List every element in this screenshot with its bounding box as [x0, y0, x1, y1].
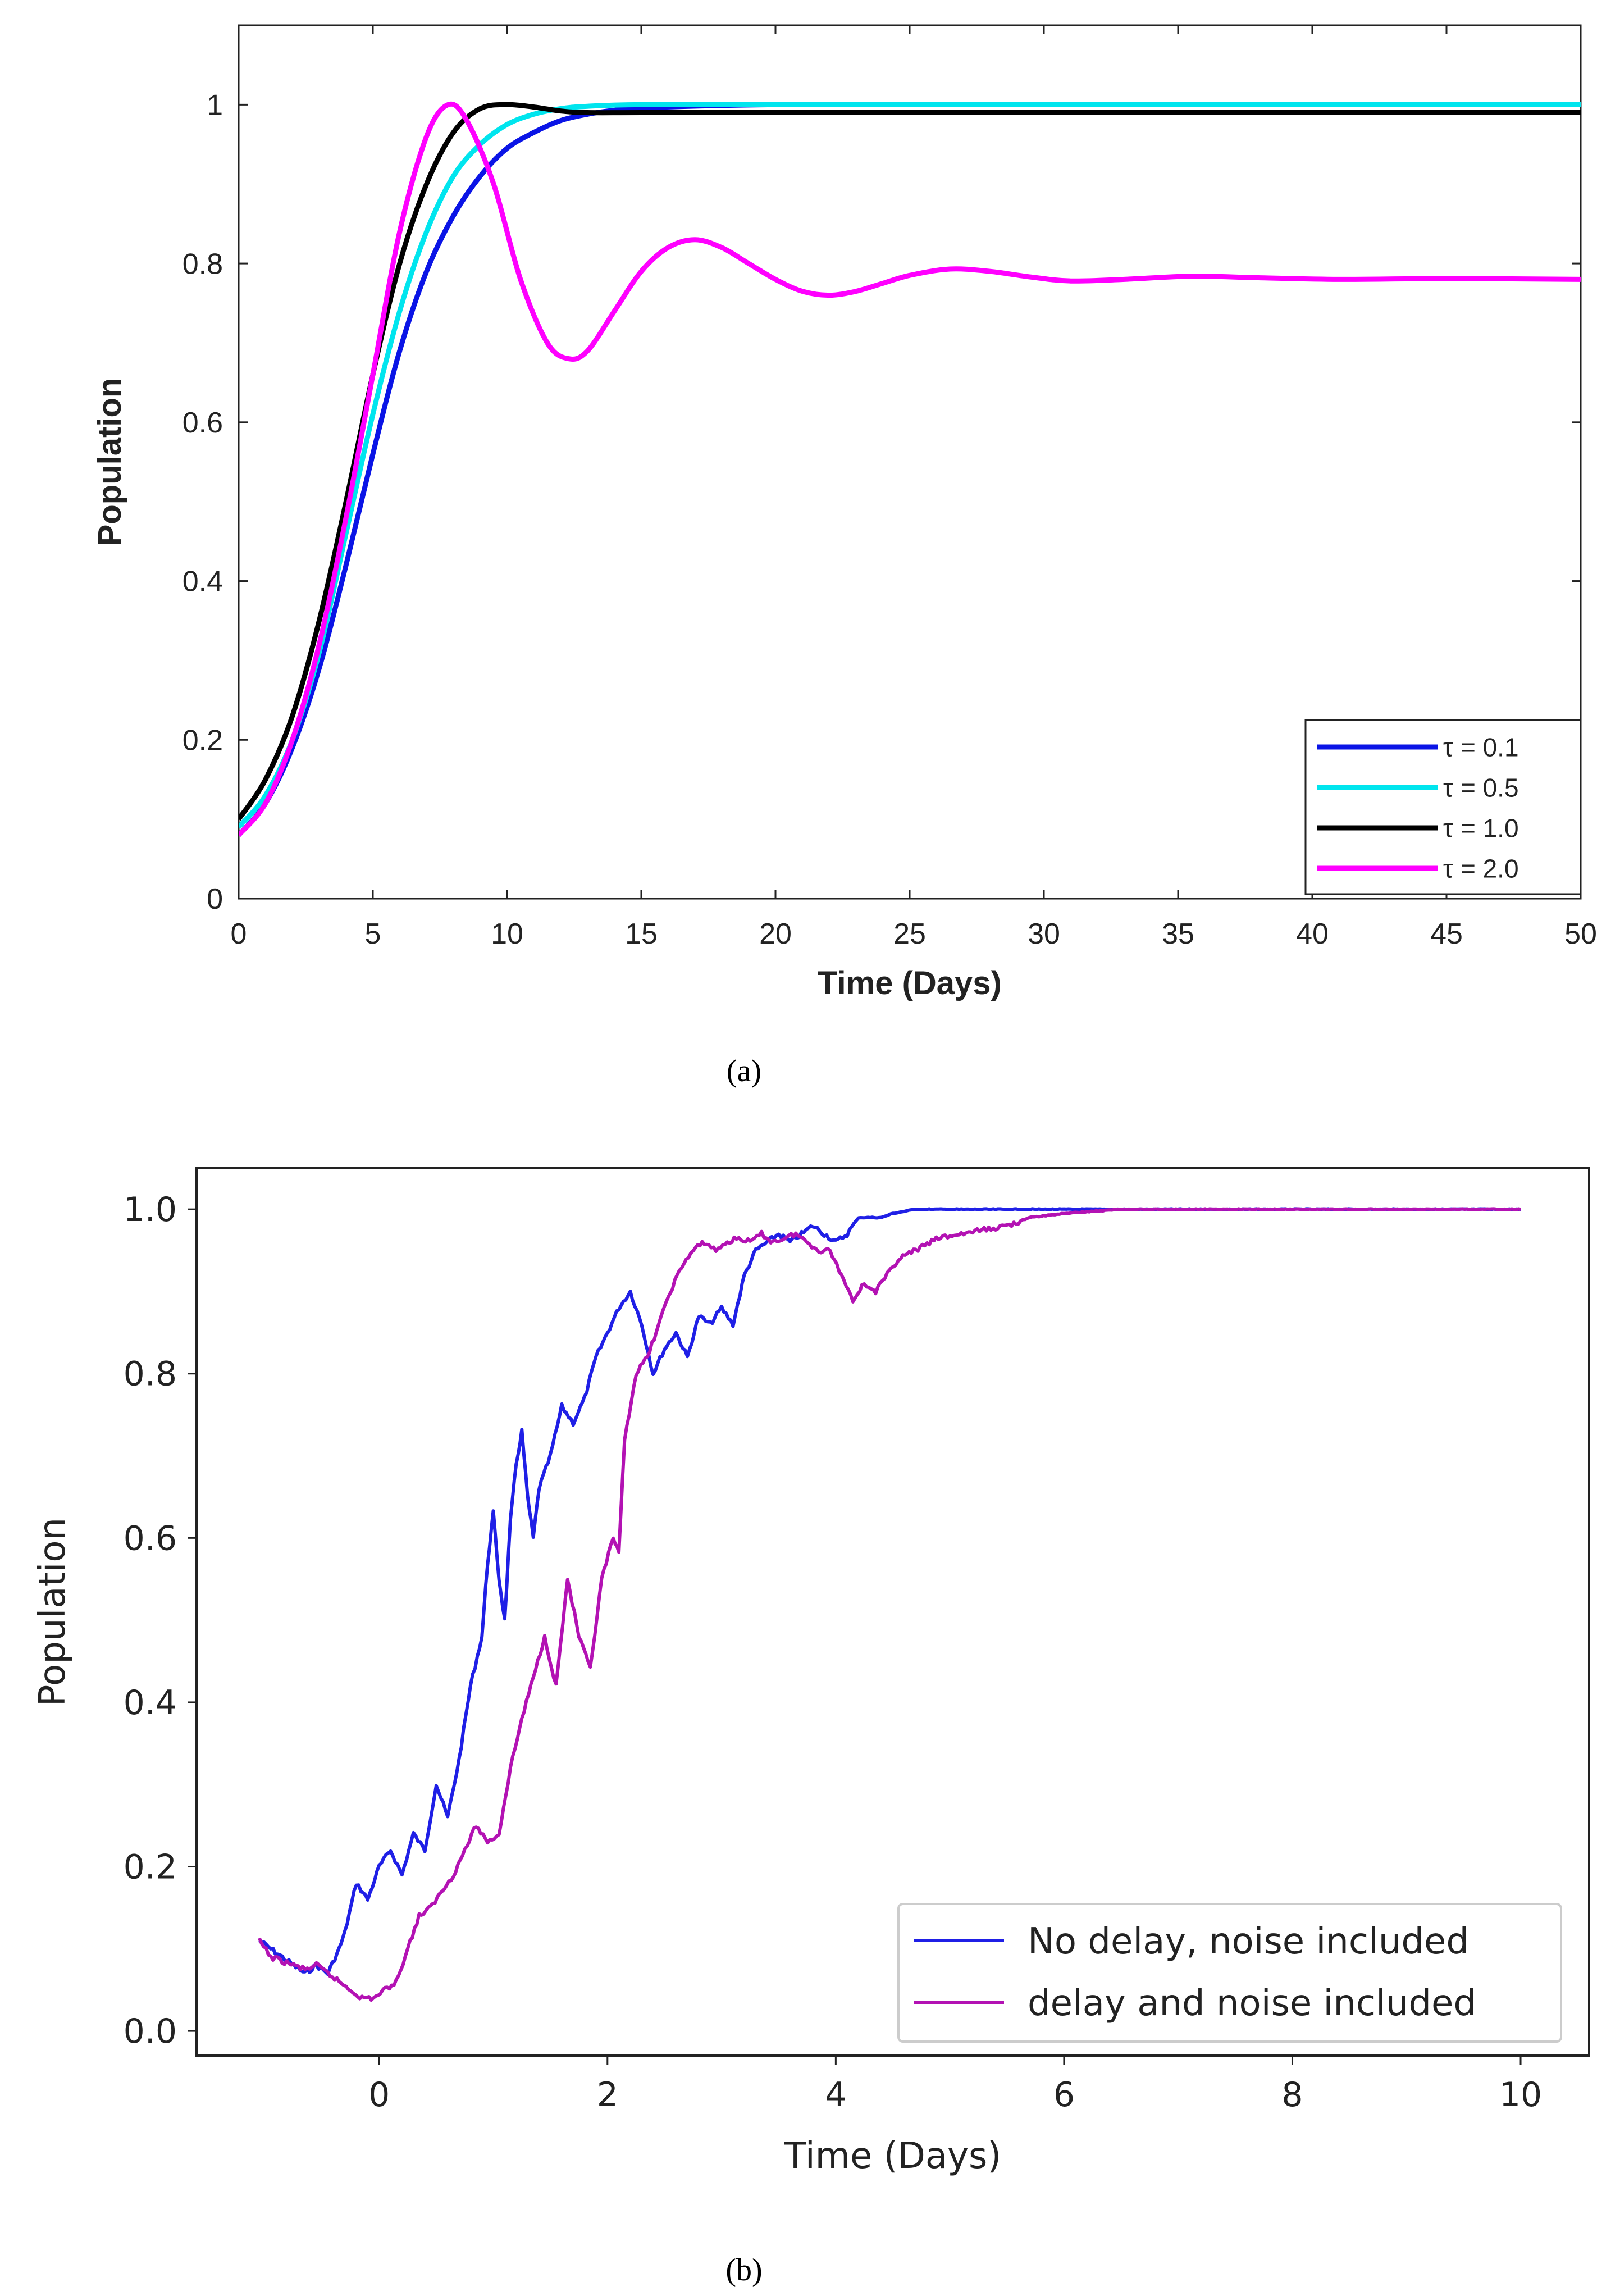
x-tick-label: 40	[1296, 918, 1329, 950]
x-tick-label: 20	[759, 918, 792, 950]
x-tick-label: 50	[1564, 918, 1597, 950]
x-tick-label: 10	[491, 918, 523, 950]
chart-b: 0 2 4 6 8 10 0.0 0.2 0.4 0.6 0.8 1.0 Time (Days) Popu…	[32, 1167, 1590, 2177]
legend-entry-2: τ = 1.0	[1443, 814, 1519, 843]
series-line-2	[239, 102, 1581, 821]
y-axis-label: Population	[32, 1518, 74, 1706]
x-tick-label: 4	[825, 2075, 846, 2115]
x-tick-label: 25	[893, 918, 926, 950]
legend-entry-3: τ = 2.0	[1443, 854, 1519, 883]
y-tick-label: 0.6	[182, 407, 223, 439]
panel-label-b: (b)	[725, 2253, 762, 2288]
x-axis-label: Time (Days)	[784, 2135, 1002, 2177]
series-line-1	[258, 1207, 1521, 2002]
y-tick-label: 0.8	[182, 248, 223, 280]
legend-entry-1: delay and noise included	[1028, 1983, 1476, 2024]
x-tick-label: 5	[365, 918, 381, 950]
y-tick-label: 0.2	[124, 1848, 177, 1887]
x-tick-label: 30	[1028, 918, 1060, 950]
chart-a: 0 5 10 15 20 25 30 35 40 45 50 0 0.2 0.4 0.6 0.8 1 Time (…	[92, 24, 1597, 1001]
x-tick-label: 8	[1281, 2075, 1303, 2115]
y-tick-label: 0.6	[124, 1519, 177, 1558]
legend-entry-1: τ = 0.5	[1443, 773, 1519, 803]
legend-box	[897, 1903, 1562, 2043]
y-tick-label: 0.4	[182, 566, 223, 598]
x-tick-label: 35	[1162, 918, 1194, 950]
x-tick-label: 2	[597, 2075, 618, 2115]
x-axis-label: Time (Days)	[818, 965, 1002, 1001]
x-tick-label: 0	[368, 2075, 390, 2115]
x-tick-label: 15	[625, 918, 658, 950]
legend-entry-0: No delay, noise included	[1028, 1921, 1469, 1962]
x-tick-label: 6	[1053, 2075, 1075, 2115]
y-tick-label: 1.0	[124, 1190, 177, 1229]
y-tick-label: 1	[207, 89, 223, 122]
x-tick-label: 45	[1430, 918, 1463, 950]
y-tick-label: 0.4	[124, 1683, 177, 1723]
x-tick-label: 0	[231, 918, 247, 950]
panel-label-a: (a)	[727, 1054, 761, 1088]
y-tick-label: 0.2	[182, 724, 223, 757]
series-line-3	[239, 101, 1581, 837]
y-axis-label: Population	[92, 378, 128, 546]
y-tick-label: 0.8	[124, 1355, 177, 1394]
legend-entry-0: τ = 0.1	[1443, 733, 1519, 762]
y-tick-label: 0.0	[124, 2012, 177, 2051]
y-tick-label: 0	[207, 883, 223, 915]
x-tick-label: 10	[1499, 2075, 1542, 2115]
